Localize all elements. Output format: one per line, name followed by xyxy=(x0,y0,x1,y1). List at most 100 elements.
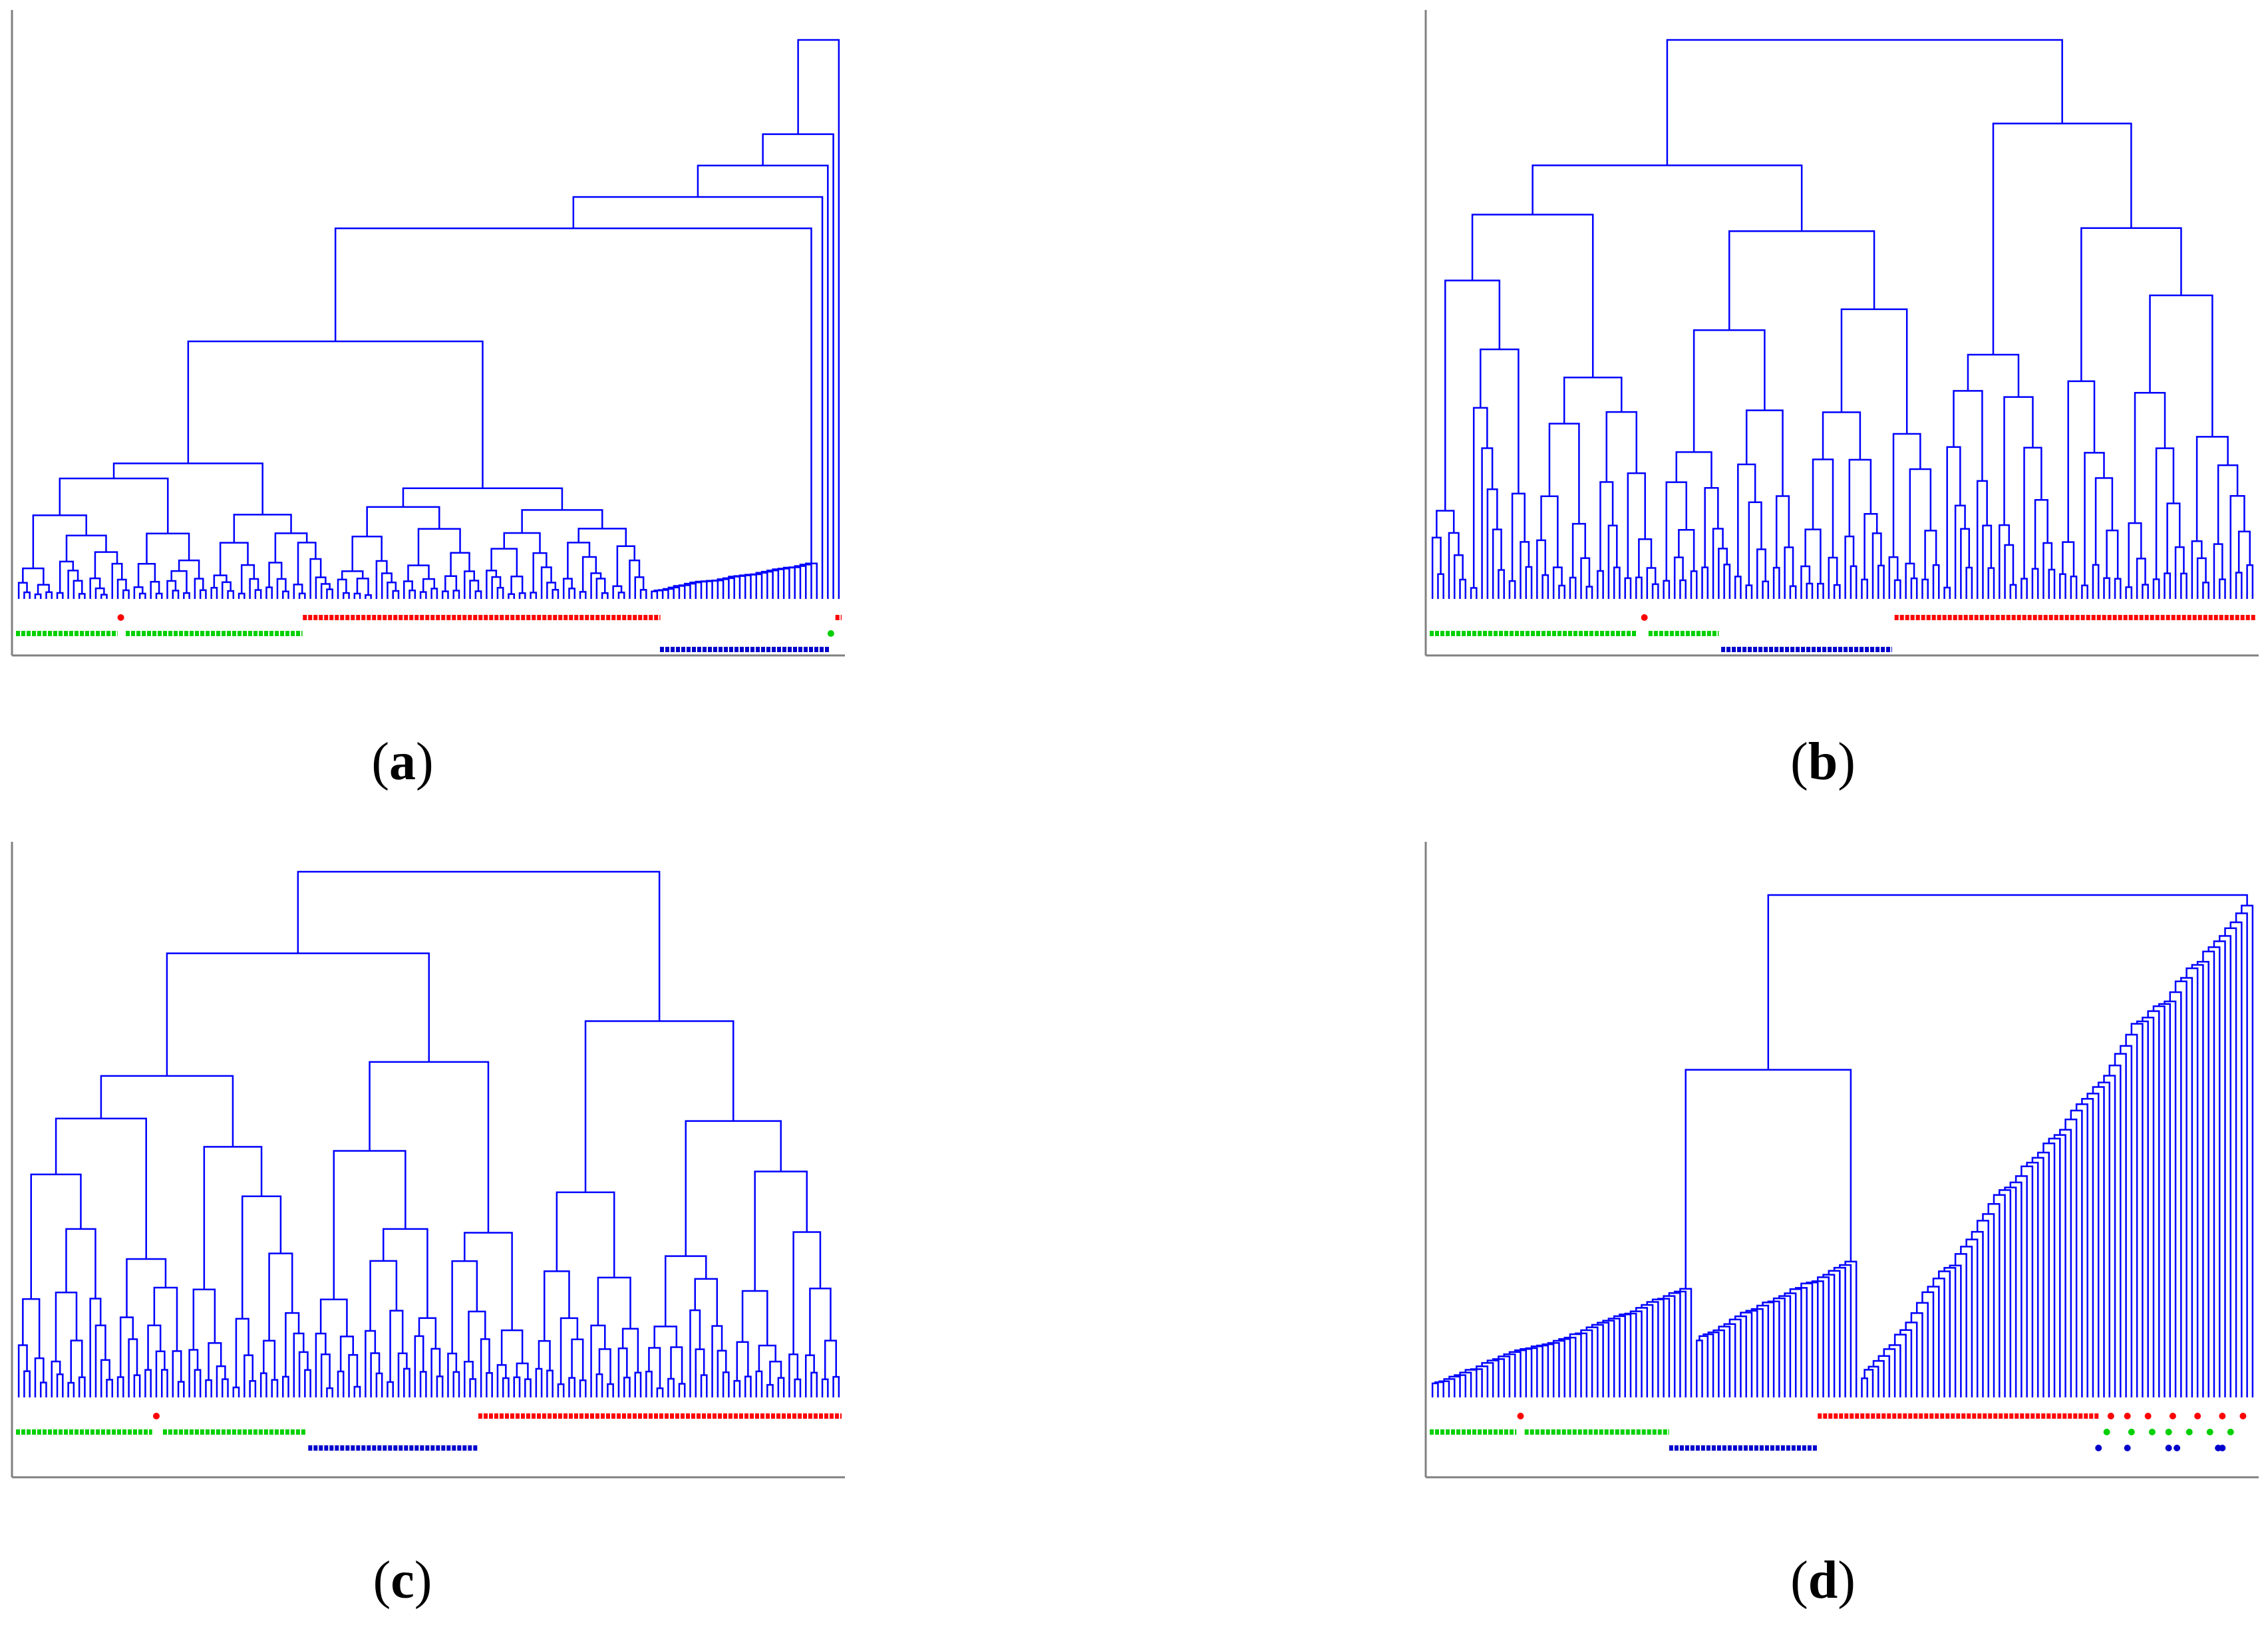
dendrogram-b-link xyxy=(2080,227,2182,381)
dendrogram-d-link xyxy=(1762,1302,1775,1397)
dendrogram-b-link xyxy=(1492,528,1502,599)
dendrogram-d-point-red xyxy=(2219,1413,2226,1419)
dendrogram-c-link xyxy=(177,1381,185,1397)
dendrogram-d-link xyxy=(1702,1333,1714,1397)
dendrogram-a-link xyxy=(450,552,470,576)
dendrogram-a-link xyxy=(94,551,118,579)
dendrogram-c-link xyxy=(241,1195,282,1319)
dendrogram-a-link xyxy=(366,506,440,537)
dendrogram-a-link xyxy=(530,592,538,599)
dendrogram-c-link xyxy=(353,1385,361,1397)
dendrogram-c-link xyxy=(403,1367,410,1397)
dendrogram-c-link xyxy=(188,1349,199,1397)
dendrogram-c-link xyxy=(56,1373,64,1397)
dendrogram-d-point-blue xyxy=(2165,1445,2172,1451)
dendrogram-b-link xyxy=(1679,579,1687,599)
dendrogram-b-link xyxy=(2235,572,2243,599)
dendrogram-a-link xyxy=(518,592,526,599)
dendrogram-b-link xyxy=(1532,164,1803,232)
dendrogram-d-link xyxy=(1712,1329,1725,1397)
dendrogram-b-link xyxy=(1453,554,1464,599)
dendrogram-d-link xyxy=(2036,1151,2050,1397)
dendrogram-c-link xyxy=(584,1020,734,1192)
dendrogram-c-link xyxy=(754,1171,808,1292)
dendrogram-a-link xyxy=(510,576,524,594)
dendrogram-c-link xyxy=(298,1351,309,1397)
dendrogram-b-link xyxy=(2034,499,2048,569)
dendrogram-d-link xyxy=(1635,1307,1649,1397)
dendrogram-d-link xyxy=(1932,1277,1945,1397)
dendrogram-d-link xyxy=(1431,1382,1439,1397)
dendrogram-b-link xyxy=(1552,566,1563,599)
dendrogram-a-link xyxy=(45,591,53,599)
dendrogram-c-link xyxy=(451,1260,478,1354)
dendrogram-b-link xyxy=(1910,577,1918,599)
dendrogram-d-link xyxy=(2224,927,2237,1397)
dendrogram-b-link xyxy=(1756,548,1766,599)
dendrogram-d-link xyxy=(2097,1081,2111,1397)
dendrogram-d-link xyxy=(2021,1165,2034,1397)
dendrogram-a-link xyxy=(268,562,283,588)
dendrogram-c-link xyxy=(736,1341,749,1381)
dendrogram-a-link xyxy=(402,487,564,510)
dendrogram-b-link xyxy=(1520,541,1530,599)
dendrogram-c-link xyxy=(623,1376,631,1397)
dendrogram-a-link xyxy=(403,580,413,599)
dendrogram-c-link xyxy=(271,1379,279,1397)
caption-b-letter: b xyxy=(1808,733,1838,791)
dendrogram-d-link xyxy=(1597,1322,1610,1397)
dendrogram-d-point-green xyxy=(2227,1429,2234,1435)
dendrogram-b-link xyxy=(2149,294,2213,437)
dendrogram-a-link xyxy=(444,575,458,592)
dendrogram-c-link xyxy=(667,1377,675,1397)
dendrogram-a-link xyxy=(387,581,397,599)
dendrogram-b-link xyxy=(2128,522,2142,588)
dendrogram-a-link xyxy=(56,592,64,599)
dendrogram-a-link xyxy=(112,462,263,515)
dendrogram-b-link xyxy=(1987,567,1995,599)
dendrogram-d-point-green xyxy=(2206,1429,2213,1435)
dendrogram-c-link xyxy=(216,1365,226,1397)
dendrogram-b-link xyxy=(1982,524,1993,599)
dendrogram-b-link xyxy=(1580,557,1591,599)
dendrogram-c-link xyxy=(414,1335,424,1397)
dendrogram-a-link xyxy=(581,556,597,592)
dendrogram-c-link xyxy=(810,1371,818,1397)
dendrogram-a-link xyxy=(122,589,130,599)
dendrogram-c-link xyxy=(333,1150,406,1300)
dendrogram-b-link xyxy=(1548,423,1580,524)
dendrogram-d-link xyxy=(1872,1359,1885,1397)
dendrogram-d-link xyxy=(2042,1142,2056,1397)
dendrogram-d-link xyxy=(1629,1310,1643,1397)
dendrogram-d-link xyxy=(1602,1320,1615,1397)
dendrogram-d-link xyxy=(1651,1298,1665,1397)
dendrogram-d-link xyxy=(1668,1292,1681,1397)
dendrogram-d-point-red xyxy=(2107,1413,2114,1419)
dendrogram-a-link xyxy=(73,580,83,599)
dendrogram-b-link xyxy=(2067,380,2096,542)
dendrogram-c-link xyxy=(297,870,661,1021)
dendrogram-d-link xyxy=(1685,1069,1852,1289)
dendrogram-d-link xyxy=(2070,1109,2083,1397)
dendrogram-d-point-blue xyxy=(2219,1445,2226,1451)
dendrogram-b-link xyxy=(1812,458,1834,558)
dendrogram-b-link xyxy=(1871,532,1882,599)
dendrogram-a-link xyxy=(577,528,627,546)
dendrogram-b-link xyxy=(1563,377,1623,424)
dendrogram-c-link xyxy=(55,1117,147,1259)
dendrogram-b-link xyxy=(2164,572,2172,599)
dendrogram-b-link xyxy=(1967,353,2020,397)
dendrogram-a-link xyxy=(32,514,87,569)
dendrogram-c-link xyxy=(249,1380,257,1397)
dendrogram-a-link xyxy=(233,514,292,543)
dendrogram-d-link xyxy=(1833,1266,1846,1397)
caption-c: (c) xyxy=(373,1551,432,1610)
dendrogram-c-link xyxy=(744,1375,752,1397)
dendrogram-b-point-red xyxy=(1641,614,1648,621)
dendrogram-b-link xyxy=(1471,214,1594,378)
dendrogram-a-link xyxy=(59,560,75,593)
dendrogram-d-link xyxy=(1999,1189,2012,1397)
dendrogram-b-link xyxy=(1943,586,1951,599)
dendrogram-d-link xyxy=(2108,1064,2122,1397)
dendrogram-a-link xyxy=(37,584,50,595)
